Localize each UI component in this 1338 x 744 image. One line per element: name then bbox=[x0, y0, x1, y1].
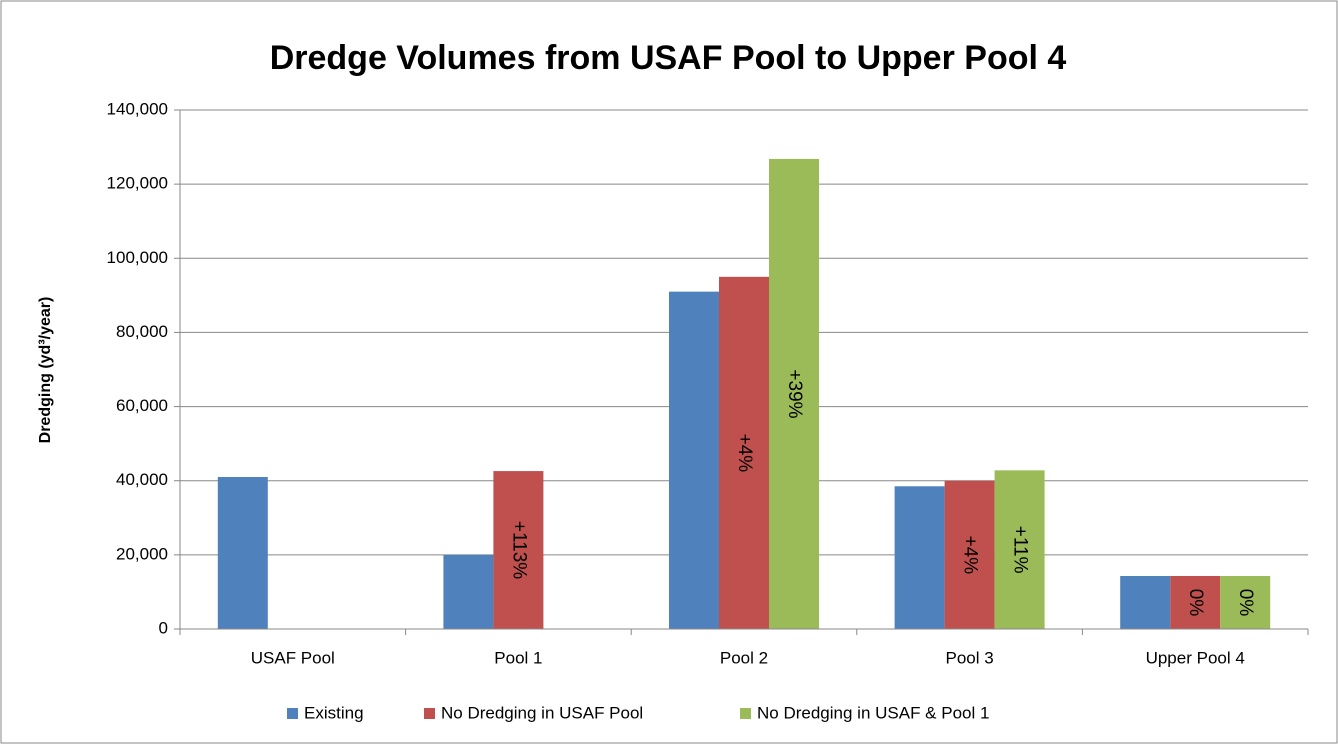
bar-label: +4% bbox=[960, 536, 981, 575]
x-tick-label: Pool 1 bbox=[494, 648, 542, 667]
legend-label: No Dredging in USAF & Pool 1 bbox=[757, 703, 989, 722]
bar bbox=[443, 554, 494, 629]
bar bbox=[894, 486, 945, 629]
x-tick-label: Pool 2 bbox=[720, 648, 768, 667]
bar bbox=[1120, 575, 1171, 629]
y-tick-label: 80,000 bbox=[116, 322, 168, 341]
bar bbox=[217, 477, 268, 629]
bar-label: +4% bbox=[734, 434, 755, 473]
bar-label: 0% bbox=[1185, 589, 1206, 617]
chart-title: Dredge Volumes from USAF Pool to Upper P… bbox=[270, 39, 1067, 77]
bar-label: +113% bbox=[508, 521, 529, 579]
bar bbox=[493, 471, 544, 629]
bar bbox=[769, 158, 819, 630]
bar bbox=[669, 291, 719, 629]
bar bbox=[719, 276, 769, 629]
bar bbox=[944, 480, 995, 629]
legend-label: Existing bbox=[304, 703, 364, 722]
y-axis-label: Dredging (yd³/year) bbox=[37, 297, 54, 444]
x-tick-label: Pool 3 bbox=[945, 648, 993, 667]
legend-swatch bbox=[287, 708, 298, 719]
y-tick-label: 60,000 bbox=[116, 396, 168, 415]
legend-swatch bbox=[740, 708, 751, 719]
legend-swatch bbox=[424, 708, 435, 719]
bar bbox=[994, 470, 1045, 629]
x-tick-label: Upper Pool 4 bbox=[1146, 648, 1245, 667]
x-tick-label: USAF Pool bbox=[251, 648, 335, 667]
bar-label: 0% bbox=[1235, 589, 1256, 617]
y-tick-label: 140,000 bbox=[107, 99, 168, 118]
y-tick-label: 0 bbox=[159, 618, 168, 637]
y-tick-label: 20,000 bbox=[116, 544, 168, 563]
legend-label: No Dredging in USAF Pool bbox=[441, 703, 643, 722]
bar bbox=[1220, 575, 1271, 629]
y-tick-label: 100,000 bbox=[107, 248, 168, 267]
bar-label: +39% bbox=[784, 369, 805, 418]
bar-label: +11% bbox=[1010, 526, 1031, 574]
y-tick-label: 120,000 bbox=[107, 174, 168, 193]
y-tick-label: 40,000 bbox=[116, 470, 168, 489]
bar bbox=[1170, 575, 1221, 629]
